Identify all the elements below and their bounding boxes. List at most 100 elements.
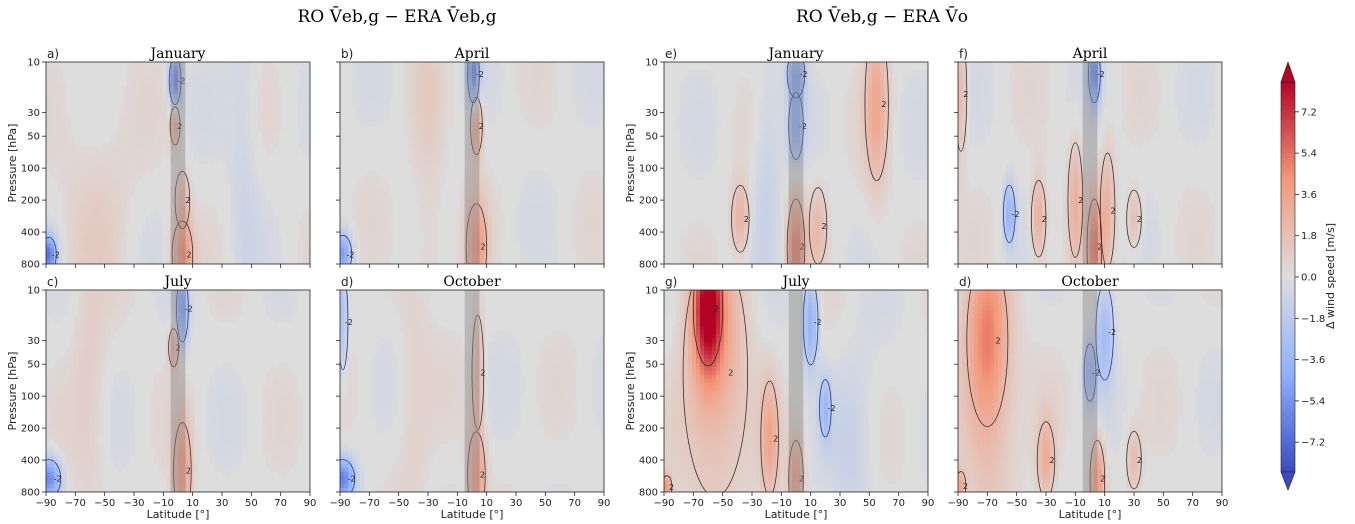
- heatmap-cell: [46, 298, 51, 303]
- heatmap-cell: [182, 187, 187, 192]
- heatmap-cell: [214, 290, 219, 295]
- heatmap-cell: [210, 122, 215, 128]
- heatmap-cell: [360, 187, 365, 192]
- heatmap-cell: [524, 195, 529, 200]
- heatmap-cell: [126, 175, 131, 180]
- heatmap-cell: [154, 247, 159, 253]
- heatmap-cell: [66, 203, 71, 209]
- heatmap-cell: [142, 86, 147, 91]
- heatmap-cell: [540, 82, 545, 87]
- heatmap-cell: [580, 203, 585, 209]
- heatmap-cell: [62, 118, 67, 124]
- heatmap-cell: [384, 259, 389, 264]
- heatmap-cell: [122, 382, 127, 388]
- heatmap-cell: [380, 243, 385, 249]
- heatmap-cell: [130, 179, 135, 184]
- heatmap-cell: [54, 175, 59, 180]
- heatmap-cell: [242, 70, 247, 75]
- heatmap-cell: [460, 78, 465, 83]
- heatmap-cell: [226, 310, 231, 315]
- heatmap-cell: [182, 199, 187, 204]
- heatmap-cell: [540, 106, 545, 112]
- heatmap-cell: [476, 138, 481, 144]
- heatmap-cell: [270, 130, 275, 136]
- heatmap-cell: [468, 219, 473, 225]
- heatmap-cell: [202, 94, 207, 99]
- heatmap-cell: [66, 207, 71, 213]
- heatmap-cell: [94, 154, 99, 160]
- heatmap-cell: [122, 374, 127, 380]
- heatmap-cell: [270, 110, 275, 116]
- heatmap-cell: [576, 259, 581, 264]
- heatmap-cell: [536, 82, 541, 87]
- heatmap-cell: [532, 175, 537, 180]
- heatmap-cell: [234, 183, 239, 188]
- heatmap-cell: [150, 231, 155, 237]
- heatmap-cell: [596, 227, 601, 233]
- heatmap-cell: [166, 150, 171, 156]
- heatmap-cell: [170, 358, 175, 364]
- heatmap-cell: [90, 346, 95, 352]
- heatmap-cell: [254, 239, 259, 245]
- heatmap-cell: [274, 302, 279, 307]
- heatmap-cell: [424, 126, 429, 132]
- heatmap-cell: [146, 70, 151, 75]
- heatmap-cell: [468, 167, 473, 172]
- heatmap-cell: [246, 219, 251, 225]
- heatmap-cell: [170, 382, 175, 388]
- heatmap-cell: [540, 183, 545, 188]
- heatmap-cell: [82, 354, 87, 360]
- heatmap-cell: [472, 74, 477, 79]
- heatmap-cell: [50, 386, 55, 392]
- heatmap-cell: [580, 247, 585, 253]
- heatmap-cell: [170, 378, 175, 384]
- heatmap-cell: [110, 171, 115, 176]
- heatmap-cell: [380, 199, 385, 204]
- heatmap-cell: [230, 183, 235, 188]
- heatmap-cell: [186, 94, 191, 99]
- heatmap-cell: [154, 126, 159, 132]
- heatmap-cell: [238, 167, 243, 172]
- heatmap-cell: [384, 215, 389, 221]
- heatmap-cell: [70, 366, 75, 372]
- heatmap-cell: [488, 171, 493, 176]
- heatmap-cell: [222, 150, 227, 156]
- heatmap-cell: [360, 183, 365, 188]
- heatmap-cell: [62, 207, 67, 213]
- heatmap-cell: [98, 298, 103, 303]
- heatmap-cell: [544, 187, 549, 192]
- heatmap-cell: [488, 223, 493, 229]
- heatmap-cell: [584, 78, 589, 83]
- heatmap-cell: [420, 183, 425, 188]
- heatmap-cell: [138, 70, 143, 75]
- heatmap-cell: [226, 391, 231, 396]
- heatmap-cell: [352, 239, 357, 245]
- heatmap-cell: [170, 158, 175, 164]
- heatmap-cell: [492, 251, 497, 257]
- heatmap-cell: [440, 82, 445, 87]
- contour-line: [174, 171, 191, 230]
- heatmap-cell: [66, 154, 71, 160]
- heatmap-cell: [360, 90, 365, 95]
- heatmap-cell: [130, 391, 135, 396]
- heatmap-cell: [444, 138, 449, 144]
- heatmap-cell: [306, 154, 310, 160]
- heatmap-cell: [592, 251, 597, 257]
- heatmap-cell: [194, 211, 199, 217]
- heatmap-cell: [596, 183, 601, 188]
- heatmap-cell: [54, 167, 59, 172]
- heatmap-cell: [178, 106, 183, 112]
- heatmap-cell: [62, 158, 67, 164]
- heatmap-cell: [122, 211, 127, 217]
- heatmap-cell: [214, 122, 219, 128]
- heatmap-cell: [278, 314, 283, 319]
- heatmap-cell: [576, 243, 581, 249]
- heatmap-cell: [182, 62, 187, 67]
- heatmap-cell: [524, 259, 529, 264]
- heatmap-cell: [464, 207, 469, 213]
- heatmap-cell: [122, 86, 127, 91]
- heatmap-cell: [376, 98, 381, 103]
- heatmap-cell: [520, 102, 525, 108]
